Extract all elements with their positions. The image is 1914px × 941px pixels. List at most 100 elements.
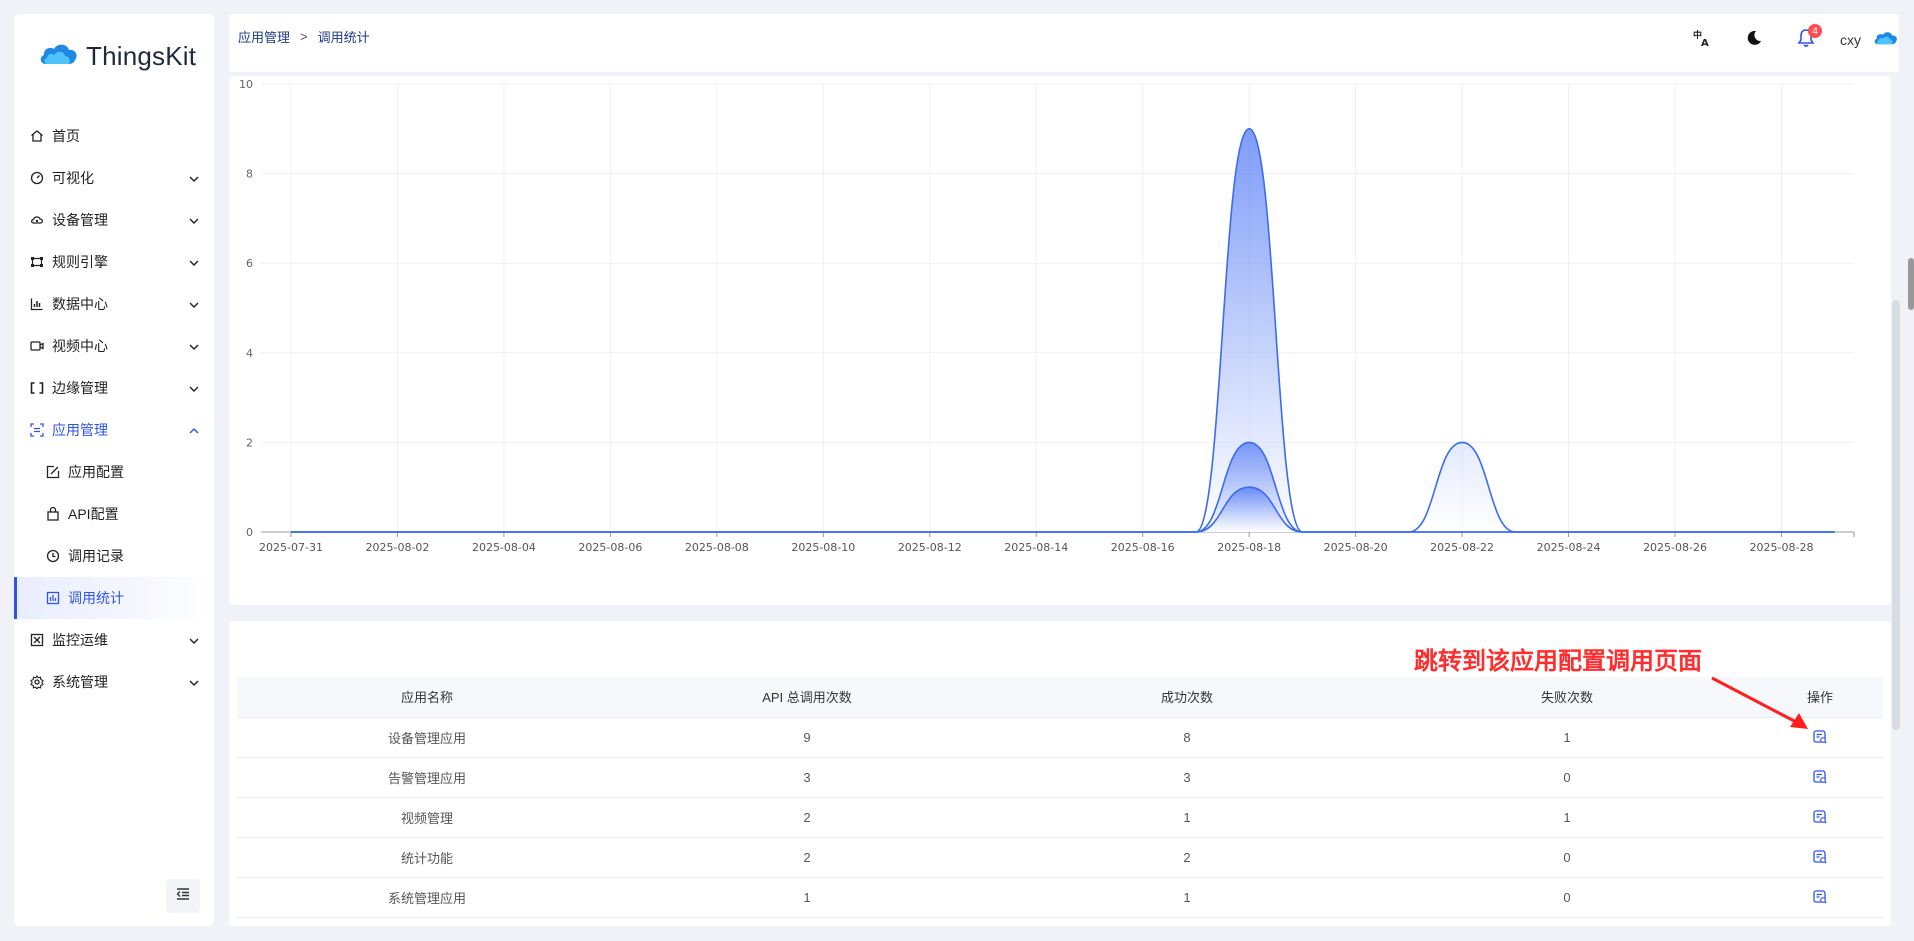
chevron-down-icon bbox=[188, 340, 200, 352]
series-1-line bbox=[291, 441, 1835, 533]
cloud-device-icon bbox=[30, 213, 44, 227]
chevron-down-icon bbox=[188, 382, 200, 394]
sidebar: ThingsKit 首页 可视化 设备管理 规则引擎 数据中心 视频中心 边缘管理 应用管理应… bbox=[14, 14, 214, 926]
view-config-icon[interactable] bbox=[1812, 889, 1828, 905]
x-tick-label: 2025-08-02 bbox=[365, 541, 429, 554]
sidebar-item-edge[interactable]: 边缘管理 bbox=[14, 367, 214, 409]
chevron-down-icon bbox=[188, 214, 200, 226]
breadcrumb-current: 调用统计 bbox=[317, 30, 370, 45]
cell-success: 8 bbox=[997, 717, 1377, 758]
x-tick-label: 2025-08-18 bbox=[1217, 541, 1281, 554]
cell-actions bbox=[1757, 757, 1883, 798]
chevron-down-icon bbox=[188, 298, 200, 310]
cell-fail: 0 bbox=[1377, 837, 1757, 878]
call-stats-chart-card: 0 2 4 6 8 10 2025-07-31 2025-08-02 2025-08-04 202… bbox=[229, 76, 1891, 605]
menu-item-label: 系统管理 bbox=[52, 674, 108, 690]
submenu-item-call-stats[interactable]: 调用统计 bbox=[14, 577, 214, 619]
cell-fail: 1 bbox=[1377, 717, 1757, 758]
series-2-line bbox=[291, 486, 1835, 533]
submenu-item-api-config[interactable]: API配置 bbox=[14, 493, 214, 535]
sidebar-item-settings[interactable]: 系统管理 bbox=[14, 661, 214, 703]
call-record-icon bbox=[46, 549, 60, 563]
call-stats-chart: 0 2 4 6 8 10 2025-07-31 2025-08-02 2025-08-04 202… bbox=[239, 78, 1855, 554]
view-config-icon[interactable] bbox=[1812, 849, 1828, 865]
sidebar-item-cloud-device[interactable]: 设备管理 bbox=[14, 199, 214, 241]
y-tick-label: 2 bbox=[246, 436, 253, 449]
x-tick-label: 2025-08-04 bbox=[472, 541, 536, 554]
menu-item-label: 设备管理 bbox=[52, 212, 108, 228]
cell-name: 告警管理应用 bbox=[237, 757, 617, 798]
cell-name: 统计功能 bbox=[237, 837, 617, 878]
cell-success: 1 bbox=[997, 797, 1377, 838]
stats-table: 应用名称 API 总调用次数 成功次数 失败次数 操作 设备管理应用 9 8 1 告警管… bbox=[237, 677, 1883, 918]
notification-badge: 4 bbox=[1808, 24, 1822, 38]
x-tick-label: 2025-08-12 bbox=[898, 541, 962, 554]
cell-fail: 0 bbox=[1377, 877, 1757, 918]
sidebar-item-rule-engine[interactable]: 规则引擎 bbox=[14, 241, 214, 283]
home-icon bbox=[30, 129, 44, 143]
cloud-logo-icon bbox=[38, 40, 80, 73]
table-row: 设备管理应用 9 8 1 bbox=[237, 717, 1883, 758]
x-tick-label: 2025-08-22 bbox=[1430, 541, 1494, 554]
menu-item-label: 应用配置 bbox=[68, 464, 124, 480]
breadcrumb-app-manage[interactable]: 应用管理 bbox=[238, 30, 291, 45]
sidebar-item-dashboard[interactable]: 可视化 bbox=[14, 157, 214, 199]
x-tick-label: 2025-08-26 bbox=[1643, 541, 1707, 554]
submenu-item-call-record[interactable]: 调用记录 bbox=[14, 535, 214, 577]
series-2-area bbox=[291, 487, 1835, 532]
col-fail-calls: 失败次数 bbox=[1377, 677, 1757, 718]
view-config-icon[interactable] bbox=[1812, 769, 1828, 785]
cell-total: 1 bbox=[617, 877, 997, 918]
avatar[interactable] bbox=[1873, 28, 1899, 53]
username[interactable]: cxy bbox=[1840, 32, 1861, 48]
rule-engine-icon bbox=[30, 255, 44, 269]
page-scrollbar-thumb[interactable] bbox=[1908, 258, 1914, 310]
sidebar-item-monitor[interactable]: 监控运维 bbox=[14, 619, 214, 661]
submenu-app-manage: 应用配置 API配置调用记录调用统计 bbox=[14, 451, 214, 619]
moon-icon bbox=[1745, 29, 1763, 52]
sidebar-item-video[interactable]: 视频中心 bbox=[14, 325, 214, 367]
cell-success: 3 bbox=[997, 757, 1377, 798]
breadcrumb-separator: > bbox=[300, 29, 308, 44]
submenu-item-app-config[interactable]: 应用配置 bbox=[14, 451, 214, 493]
notification-button[interactable]: 4 bbox=[1788, 22, 1824, 58]
menu-item-label: 可视化 bbox=[52, 170, 94, 186]
sidebar-item-bar-chart[interactable]: 数据中心 bbox=[14, 283, 214, 325]
api-config-icon bbox=[46, 507, 60, 521]
call-stats-icon bbox=[46, 591, 60, 605]
dashboard-icon bbox=[30, 171, 44, 185]
menu-item-label: 首页 bbox=[52, 128, 80, 144]
video-icon bbox=[30, 339, 44, 353]
cell-actions bbox=[1757, 717, 1883, 758]
menu-item-label: 规则引擎 bbox=[52, 254, 108, 270]
menu-item-label: API配置 bbox=[68, 506, 119, 522]
menu-item-label: 监控运维 bbox=[52, 632, 108, 648]
sidebar-item-home[interactable]: 首页 bbox=[14, 115, 214, 157]
indent-icon bbox=[175, 886, 191, 907]
annotation-text: 跳转到该应用配置调用页面 bbox=[1414, 646, 1702, 675]
table-header-row: 应用名称 API 总调用次数 成功次数 失败次数 操作 bbox=[237, 677, 1883, 718]
sidebar-item-app-manage[interactable]: 应用管理 bbox=[14, 409, 214, 451]
cell-total: 9 bbox=[617, 717, 997, 758]
collapse-sidebar-button[interactable] bbox=[166, 879, 200, 913]
view-config-icon[interactable] bbox=[1812, 809, 1828, 825]
table-row: 告警管理应用 3 3 0 bbox=[237, 757, 1883, 798]
svg-text:中: 中 bbox=[1693, 29, 1702, 41]
menu-item-label: 视频中心 bbox=[52, 338, 108, 354]
page-scrollbar-track[interactable] bbox=[1892, 300, 1900, 730]
annotation-arrow bbox=[1711, 676, 1808, 729]
cell-name: 系统管理应用 bbox=[237, 877, 617, 918]
theme-toggle-button[interactable] bbox=[1736, 22, 1772, 58]
x-tick-label: 2025-08-10 bbox=[791, 541, 855, 554]
series-0-line bbox=[291, 127, 1835, 533]
logo[interactable]: ThingsKit bbox=[38, 40, 196, 73]
menu-item-label: 调用统计 bbox=[68, 590, 124, 606]
cell-total: 3 bbox=[617, 757, 997, 798]
cell-actions bbox=[1757, 837, 1883, 878]
x-tick-label: 2025-08-20 bbox=[1324, 541, 1388, 554]
cell-total: 2 bbox=[617, 837, 997, 878]
cell-total: 2 bbox=[617, 797, 997, 838]
y-tick-label: 8 bbox=[246, 168, 253, 181]
view-config-icon[interactable] bbox=[1812, 729, 1828, 745]
